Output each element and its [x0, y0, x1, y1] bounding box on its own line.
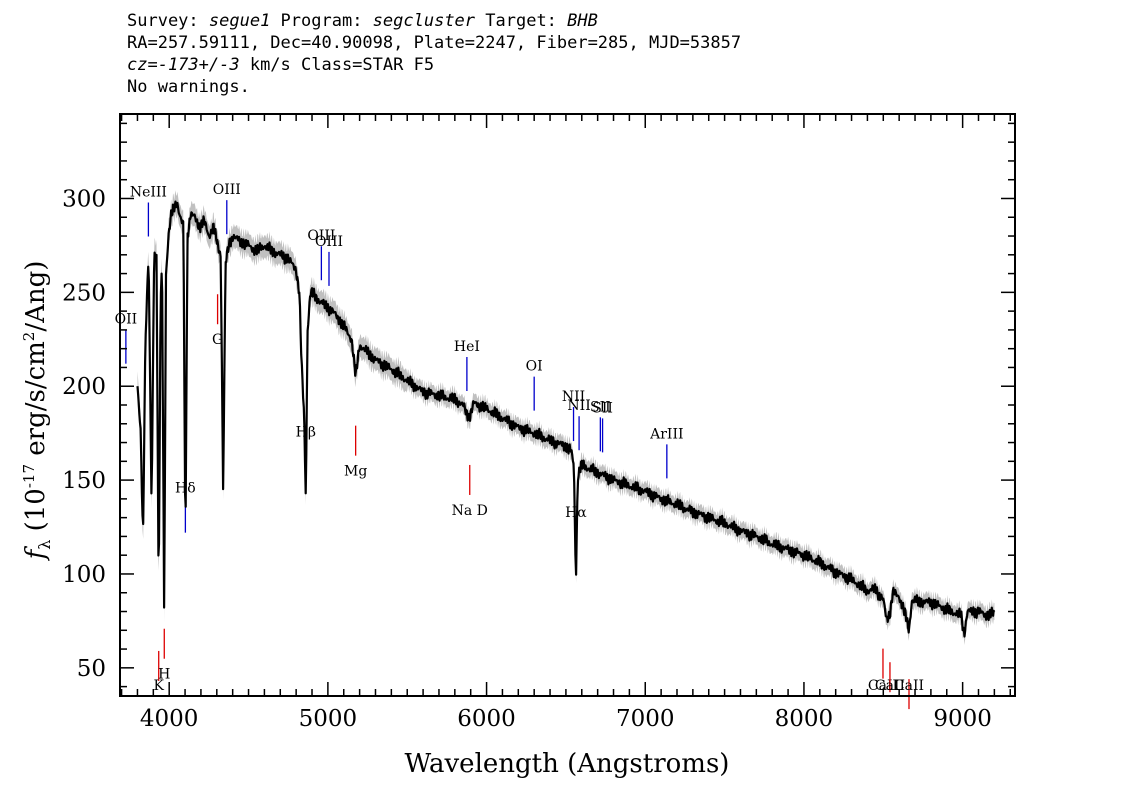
absorption-line-label-g-4305: G [212, 332, 223, 348]
emission-line-label-sii-6731: SII [592, 400, 613, 416]
survey-label: Survey: [127, 11, 209, 31]
absorption-line-label-mg-5175: Mg [344, 464, 367, 480]
flux-series-line [136, 200, 996, 638]
header-line-redshift: cz=-173+/-3 km/s Class=STAR F5 [127, 54, 741, 76]
x-tick-label: 9000 [933, 706, 992, 732]
target-value: BHB [567, 11, 598, 31]
absorption-line-label-h-3969: H [158, 667, 170, 683]
header-line-survey: Survey: segue1 Program: segcluster Targe… [127, 10, 741, 32]
y-axis-title: fλ (10-17 erg/s/cm2/Ang) [20, 261, 54, 562]
y-tick-label: 300 [62, 186, 106, 212]
emission-line-label-oi-6300: OI [526, 359, 543, 375]
absorption-line-label-na-d-5894: Na D [452, 503, 488, 519]
header-line-coordinates: RA=257.59111, Dec=40.90098, Plate=2247, … [127, 33, 742, 53]
survey-value: segue1 [208, 11, 271, 31]
x-tick-label: 5000 [299, 706, 358, 732]
emission-line-label-oiii-4363: OIII [213, 182, 241, 198]
absorption-line-label-caii-8542: CaII [875, 678, 905, 694]
axis-ticks: 4000 5000 6000 7000 8000 9000 50 100 150 200 250 30… [62, 114, 1015, 732]
y-tick-label: 150 [62, 468, 106, 494]
spectrum-header: Survey: segue1 Program: segcluster Targe… [127, 10, 741, 98]
flux-error-band [137, 190, 995, 646]
y-tick-label: 100 [62, 562, 106, 588]
y-tick-label: 50 [77, 656, 106, 682]
x-tick-label: 4000 [140, 706, 199, 732]
program-label: Program: [270, 11, 373, 31]
absorption-line-label-k-3934: K [153, 678, 164, 694]
emission-line-label-oii-3727: OII [115, 312, 138, 328]
x-tick-label: 8000 [775, 706, 834, 732]
emission-line-label-sii-6717: SII [590, 399, 611, 415]
emission-line-label-nii-6548: NII [562, 389, 585, 405]
emission-line-label-nii-6583: NII [567, 398, 590, 414]
error-band-layer [137, 190, 995, 646]
emission-line-label-neiii-3869: NeIII [130, 185, 167, 201]
absorption-line-label-caii-8662: CaII [894, 678, 924, 694]
emission-line-label-ariii-7136: ArIII [649, 426, 683, 442]
target-label: Target: [475, 11, 568, 31]
emission-line-label-oiii-4959: OIII [307, 228, 335, 244]
x-axis-title: Wavelength (Angstroms) [405, 749, 730, 779]
header-line-warnings: No warnings. [127, 77, 250, 97]
cz-value: cz=-173+/-3 [127, 55, 240, 75]
class-value: km/s Class=STAR F5 [239, 55, 435, 75]
program-value: segcluster [372, 11, 476, 31]
x-tick-label: 6000 [457, 706, 516, 732]
y-tick-label: 250 [62, 280, 106, 306]
emission-line-label-hei-5876: HeI [454, 339, 480, 355]
y-tick-label: 200 [62, 374, 106, 400]
emission-line-label-oiii-5007: OIII [315, 234, 343, 250]
x-tick-label: 7000 [616, 706, 675, 732]
flux-layer [136, 200, 996, 638]
